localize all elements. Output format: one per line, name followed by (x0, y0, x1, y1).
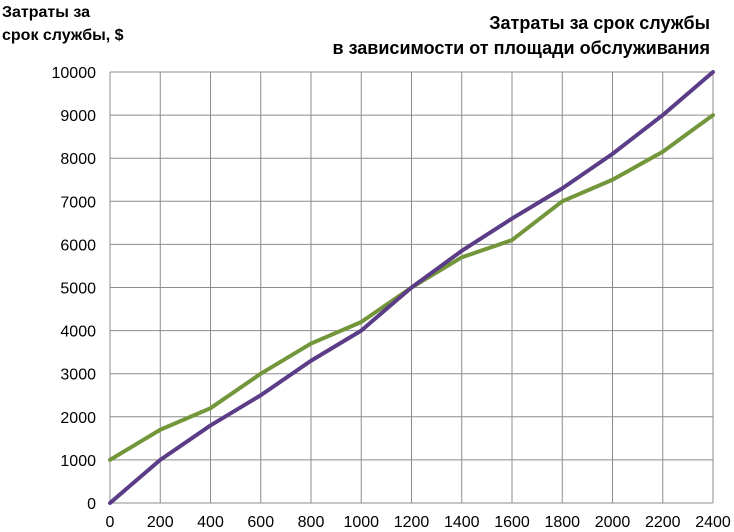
y-tick-label: 10000 (52, 65, 97, 82)
x-tick-label: 1600 (494, 514, 530, 531)
y-tick-label: 0 (87, 496, 96, 513)
x-tick-label: 600 (247, 514, 274, 531)
chart-title-line-1: Затраты за срок службы (489, 13, 710, 33)
chart-title: Затраты за срок службы в зависимости от … (333, 11, 710, 61)
y-tick-label: 2000 (60, 410, 96, 427)
x-axis-ticks: 0 200 400 600 800 1000 1200 1400 1600 1800 2000 220… (106, 514, 731, 531)
x-tick-label: 2000 (595, 514, 631, 531)
x-tick-label: 1800 (544, 514, 580, 531)
x-tick-label: 400 (197, 514, 224, 531)
y-tick-label: 4000 (60, 324, 96, 341)
x-tick-label: 1400 (444, 514, 480, 531)
y-tick-label: 5000 (60, 281, 96, 298)
y-tick-label: 1000 (60, 453, 96, 470)
x-tick-label: 2400 (695, 514, 731, 531)
x-tick-label: 1000 (343, 514, 379, 531)
x-tick-label: 0 (106, 514, 115, 531)
x-tick-label: 200 (147, 514, 174, 531)
x-tick-label: 800 (298, 514, 325, 531)
chart-title-line-2: в зависимости от площади обслуживания (332, 38, 710, 58)
x-tick-label: 1200 (394, 514, 430, 531)
y-axis-label: Затраты за срок службы, $ (2, 4, 124, 44)
y-tick-label: 6000 (60, 237, 96, 254)
grid (109, 71, 714, 504)
y-axis-ticks: 0 1000 2000 3000 4000 5000 6000 7000 8000 9000 100… (52, 65, 97, 513)
series-group (108, 70, 715, 505)
y-tick-label: 8000 (60, 151, 96, 168)
y-tick-label: 9000 (60, 108, 96, 125)
x-tick-label: 2200 (645, 514, 681, 531)
y-tick-label: 7000 (60, 194, 96, 211)
y-tick-label: 3000 (60, 367, 96, 384)
